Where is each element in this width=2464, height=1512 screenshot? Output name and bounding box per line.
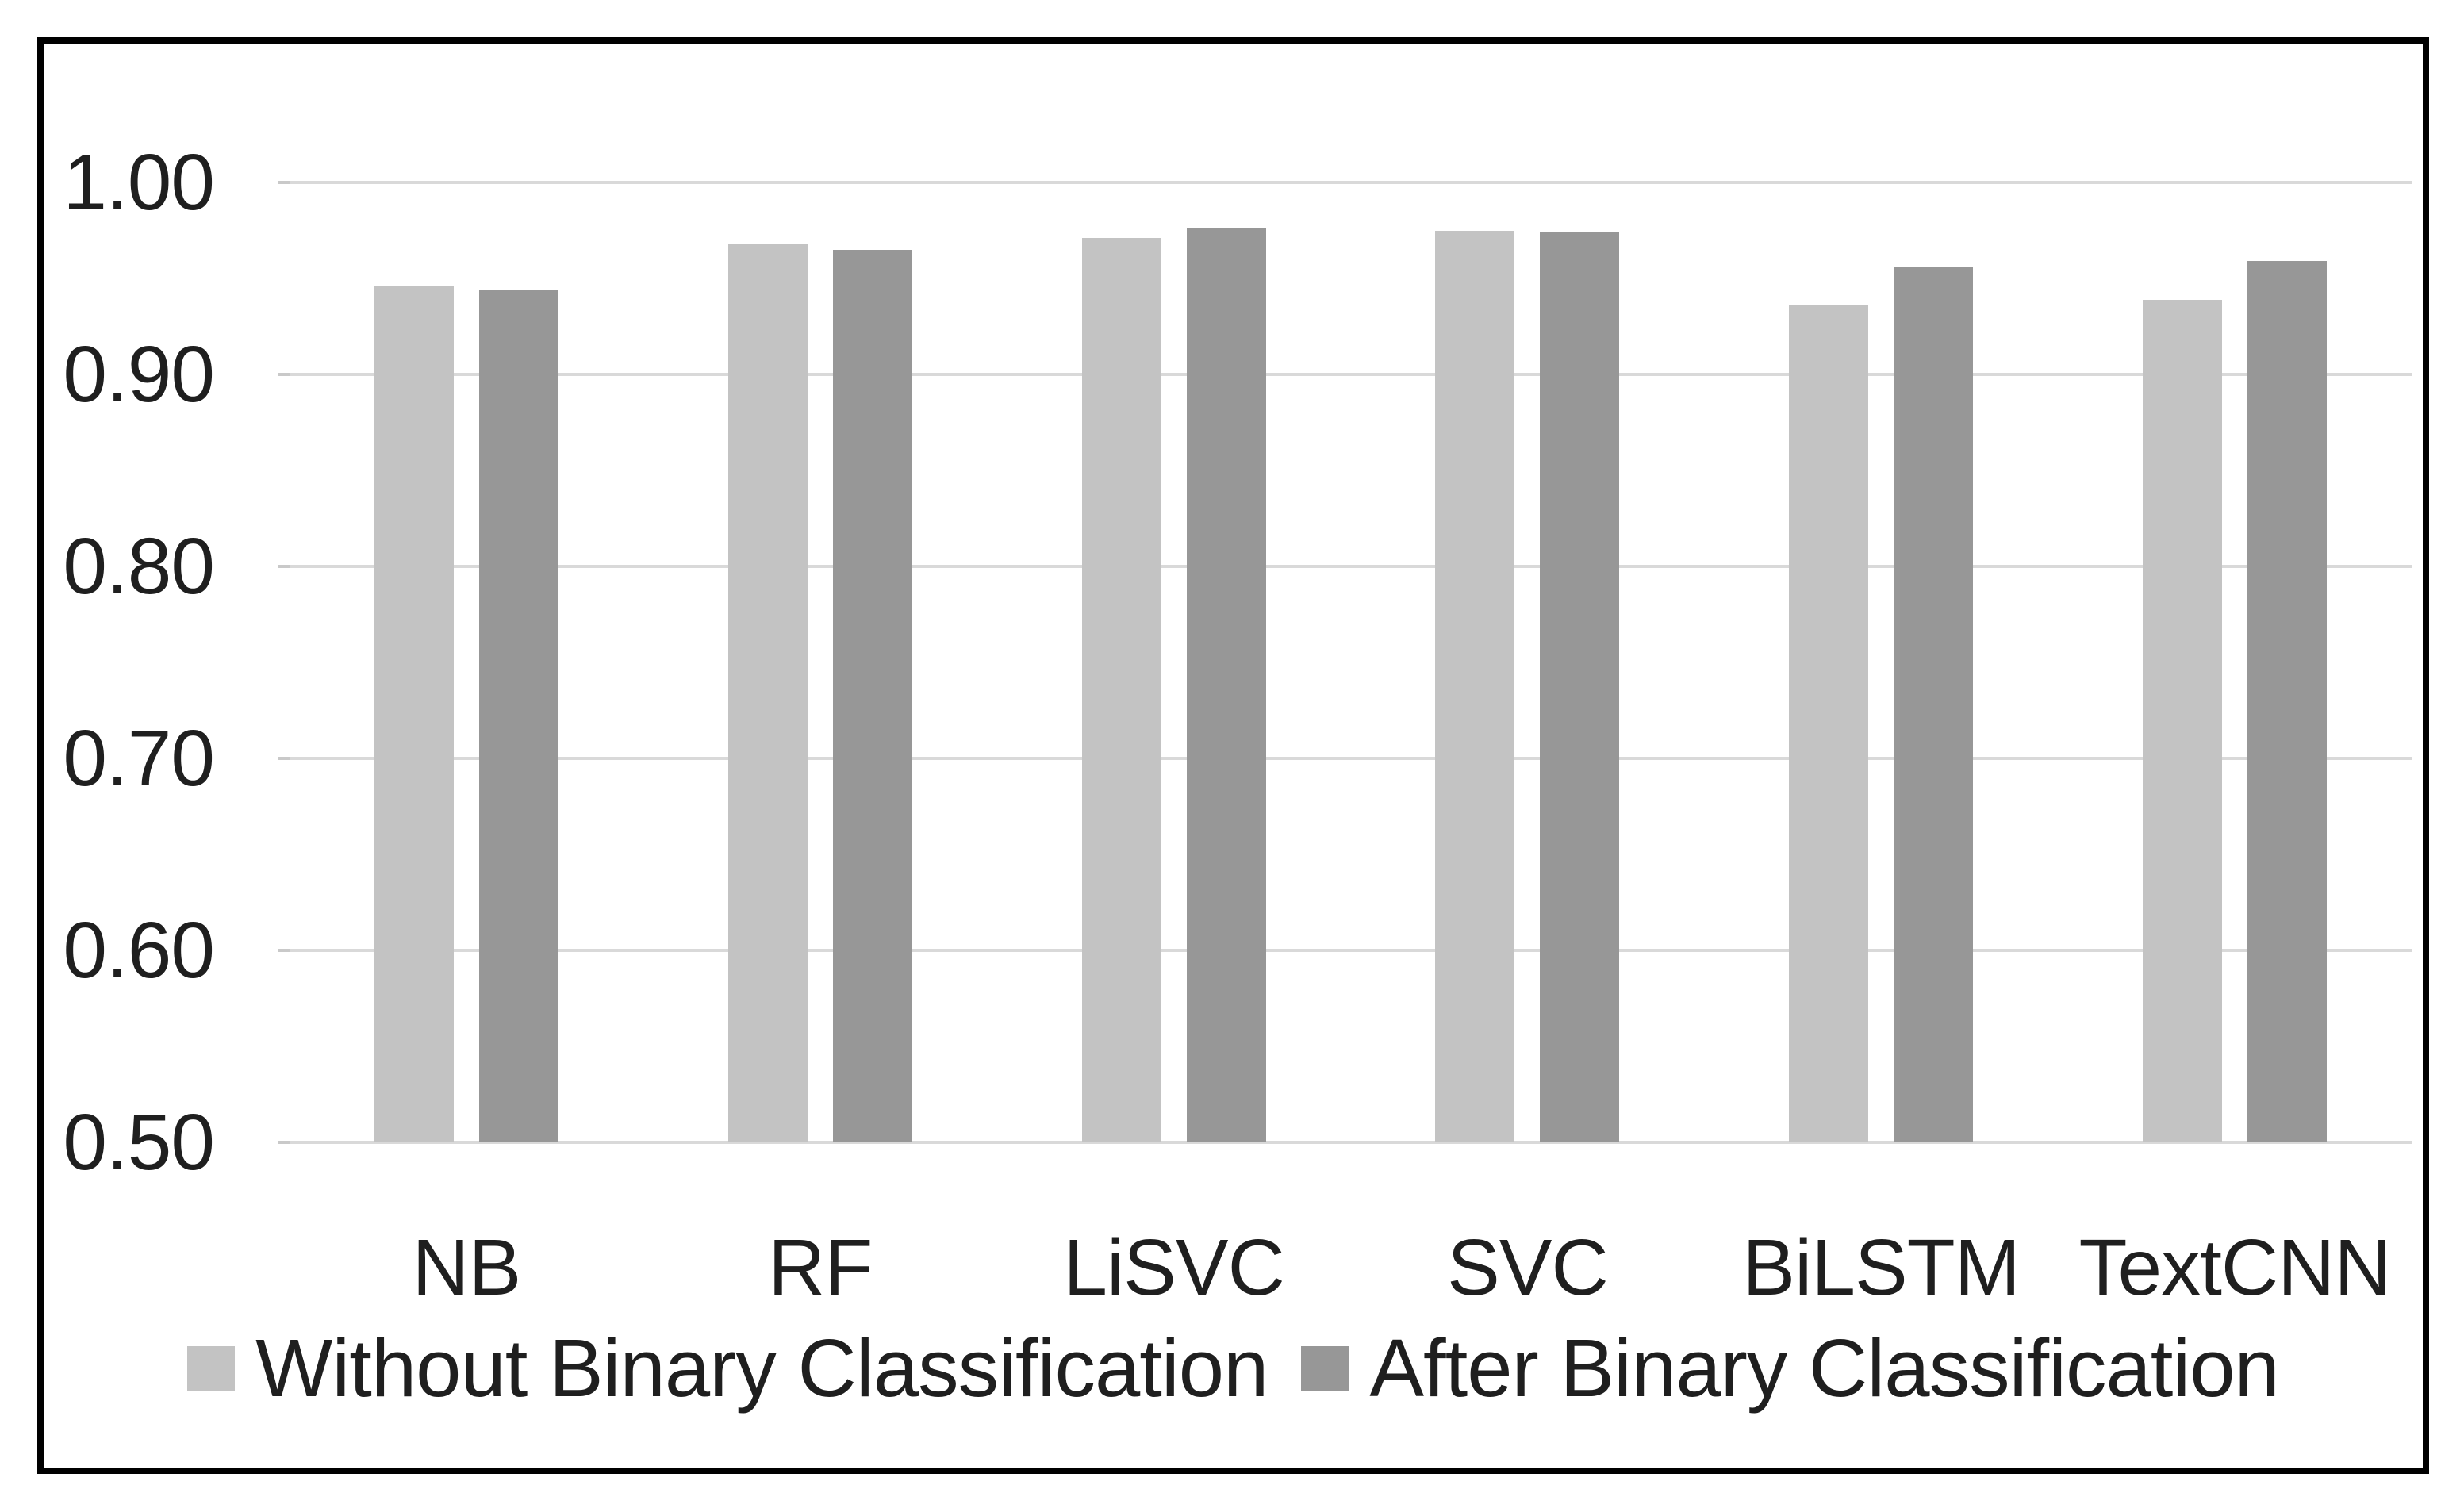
gridline bbox=[290, 757, 2412, 760]
x-axis-label-rf: RF bbox=[768, 1223, 873, 1312]
legend-swatch-icon bbox=[187, 1346, 236, 1391]
bar-TextCNN-series0 bbox=[2143, 299, 2223, 1142]
x-axis-label-svc: SVC bbox=[1447, 1223, 1609, 1312]
bar-LiSVC-series1 bbox=[1186, 228, 1266, 1142]
gridline bbox=[290, 181, 2412, 184]
y-tick-mark bbox=[278, 1141, 290, 1144]
bar-BiLSTM-series1 bbox=[1894, 267, 1974, 1142]
gridline bbox=[290, 949, 2412, 952]
y-tick-label: 0.80 bbox=[63, 522, 215, 611]
y-tick-mark bbox=[278, 757, 290, 760]
bar-TextCNN-series1 bbox=[2247, 261, 2328, 1142]
figure-frame: 1.00 0.90 0.80 0.70 0.60 0.50 NB RF LiSVC SVC BiL… bbox=[37, 37, 2429, 1474]
bar-NB-series1 bbox=[478, 290, 558, 1142]
y-tick-label: 1.00 bbox=[63, 138, 215, 227]
bar-BiLSTM-series0 bbox=[1789, 305, 1869, 1142]
x-axis-label-nb: NB bbox=[412, 1223, 521, 1312]
legend-label: After Binary Classification bbox=[1369, 1322, 2279, 1414]
bar-RF-series1 bbox=[832, 249, 912, 1142]
y-tick-mark bbox=[278, 949, 290, 952]
x-axis-label-lisvc: LiSVC bbox=[1063, 1223, 1284, 1312]
y-tick-mark bbox=[278, 373, 290, 376]
legend-item-1: After Binary Classification bbox=[1301, 1321, 2280, 1416]
gridline bbox=[290, 1141, 2412, 1144]
y-tick-label: 0.60 bbox=[63, 906, 215, 995]
legend-label: Without Binary Classification bbox=[255, 1322, 1268, 1414]
bar-RF-series0 bbox=[727, 244, 808, 1142]
y-tick-label: 0.70 bbox=[63, 714, 215, 803]
bar-NB-series0 bbox=[374, 286, 454, 1142]
legend: Without Binary Classification After Binar… bbox=[44, 1313, 2423, 1424]
gridline bbox=[290, 565, 2412, 568]
gridline bbox=[290, 373, 2412, 376]
bar-SVC-series0 bbox=[1435, 230, 1515, 1142]
x-axis-label-textcnn: TextCNN bbox=[2078, 1223, 2392, 1312]
y-tick-label: 0.90 bbox=[63, 330, 215, 419]
x-axis-label-bilstm: BiLSTM bbox=[1742, 1223, 2021, 1312]
bar-SVC-series1 bbox=[1540, 232, 1620, 1142]
legend-swatch-icon bbox=[1301, 1346, 1349, 1391]
y-tick-label: 0.50 bbox=[63, 1098, 215, 1187]
chart-inner: 1.00 0.90 0.80 0.70 0.60 0.50 NB RF LiSVC SVC BiL… bbox=[44, 44, 2423, 1468]
legend-item-0: Without Binary Classification bbox=[187, 1321, 1268, 1416]
plot-area bbox=[278, 181, 2412, 1144]
y-tick-mark bbox=[278, 181, 290, 184]
y-tick-mark bbox=[278, 565, 290, 568]
bar-LiSVC-series0 bbox=[1081, 238, 1161, 1142]
